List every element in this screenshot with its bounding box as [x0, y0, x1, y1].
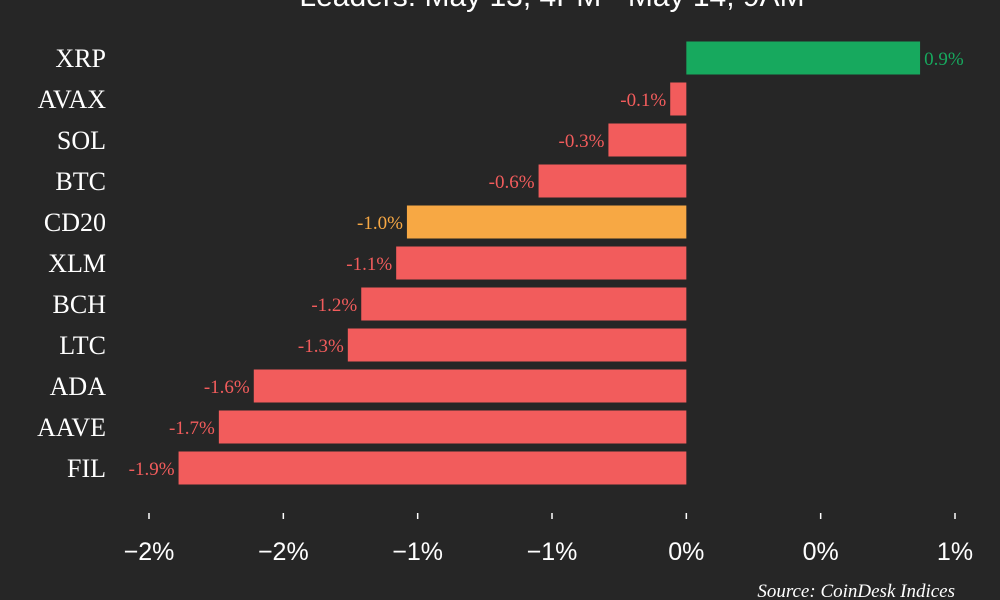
category-label-xlm: XLM	[48, 249, 106, 278]
data-label-xrp: 0.9%	[924, 49, 964, 70]
category-label-ada: ADA	[50, 372, 107, 401]
bar-avax	[670, 82, 687, 116]
data-label-bch: -1.2%	[311, 295, 357, 316]
x-tick-label: −2%	[258, 538, 309, 566]
x-axis: −2% −2% −1% −1% 0% 0% 1%	[124, 513, 973, 566]
bar-fil	[178, 451, 687, 485]
bars-layer	[178, 41, 921, 485]
bar-sol	[608, 123, 687, 157]
data-label-aave: -1.7%	[169, 418, 215, 439]
x-tick-label: −2%	[124, 538, 175, 566]
data-label-ada: -1.6%	[204, 377, 250, 398]
data-label-ltc: -1.3%	[298, 336, 344, 357]
data-label-avax: -0.1%	[620, 90, 666, 111]
category-label-cd20: CD20	[44, 208, 106, 237]
category-label-btc: BTC	[55, 167, 106, 196]
chart-title: Leaders: May 13, 4PM - May 14, 9AM	[299, 0, 804, 13]
category-label-bch: BCH	[53, 290, 107, 319]
bar-ada	[253, 369, 687, 403]
bar-btc	[538, 164, 687, 198]
bar-xlm	[396, 246, 687, 280]
category-label-fil: FIL	[67, 454, 106, 483]
data-label-fil: -1.9%	[129, 459, 175, 480]
data-label-sol: -0.3%	[559, 131, 605, 152]
category-label-ltc: LTC	[59, 331, 106, 360]
data-label-xlm: -1.1%	[346, 254, 392, 275]
bar-bch	[361, 287, 687, 321]
bar-ltc	[347, 328, 687, 362]
category-label-xrp: XRP	[55, 44, 106, 73]
data-label-cd20: -1.0%	[357, 213, 403, 234]
source-note: Source: CoinDesk Indices	[757, 581, 955, 600]
bar-xrp	[686, 41, 921, 75]
x-tick-label: 1%	[937, 538, 973, 566]
x-tick-label: 0%	[668, 538, 704, 566]
x-tick-label: −1%	[527, 538, 578, 566]
category-label-aave: AAVE	[37, 413, 106, 442]
x-tick-label: −1%	[392, 538, 443, 566]
category-label-avax: AVAX	[38, 85, 107, 114]
x-tick-label: 0%	[803, 538, 839, 566]
bar-cd20	[406, 205, 687, 239]
data-label-btc: -0.6%	[489, 172, 535, 193]
bar-aave	[218, 410, 687, 444]
category-label-sol: SOL	[57, 126, 106, 155]
labels-layer: XRP 0.9% AVAX -0.1% SOL -0.3% BTC -0.6% CD20 -1.0…	[37, 44, 964, 483]
